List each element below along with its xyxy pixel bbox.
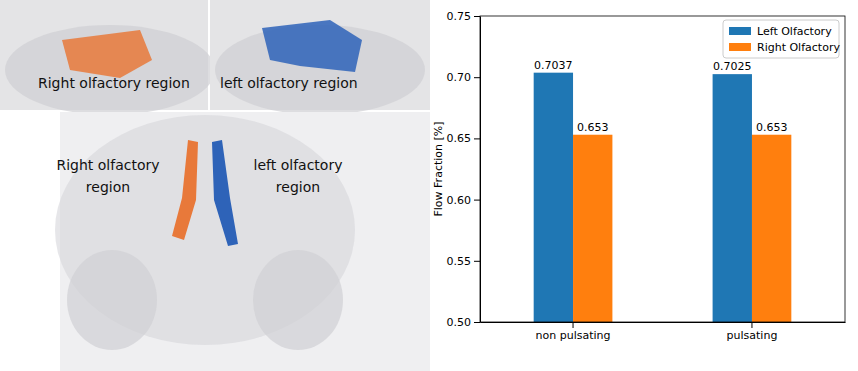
panel-label: region — [86, 179, 130, 195]
tick-label: 0.70 — [447, 71, 472, 84]
tick-mark — [474, 261, 480, 262]
tick-label: 0.65 — [447, 132, 472, 145]
tick-label: pulsating — [727, 329, 778, 342]
tick-mark — [474, 16, 480, 17]
legend-label: Left Olfactory — [757, 25, 832, 38]
axis-title: Flow Fraction [%] — [432, 121, 445, 216]
legend-swatch — [729, 43, 751, 51]
legend-swatch — [729, 27, 751, 35]
tick-mark — [474, 138, 480, 139]
data-label: 0.7025 — [713, 60, 752, 73]
anatomy-shape — [67, 250, 157, 350]
tick-mark — [474, 322, 480, 323]
chart: 0.70370.70250.6530.6530.500.550.600.650.… — [432, 10, 846, 342]
tick-label: 0.50 — [447, 316, 472, 329]
tick: 0.50 — [447, 316, 481, 329]
tick: 0.60 — [447, 194, 481, 207]
x-axis: non pulsating pulsating — [481, 322, 846, 342]
legend: Left Olfactory Right Olfactory — [723, 20, 840, 58]
data-label: 0.653 — [577, 121, 609, 134]
data-label: 0.7037 — [534, 59, 573, 72]
panel-label: Right olfactory region — [38, 75, 190, 91]
tick: 0.55 — [447, 255, 481, 268]
bars — [534, 73, 792, 322]
axis-line — [481, 322, 846, 323]
tick-mark — [751, 322, 752, 328]
panel-label: left olfactory — [254, 157, 343, 173]
anatomy-shape — [253, 250, 343, 350]
olfactory-region-left — [212, 140, 238, 246]
tick-mark — [474, 77, 480, 78]
panel-label: left olfactory region — [220, 75, 358, 91]
tick: pulsating — [727, 322, 778, 342]
data-label: 0.653 — [756, 121, 788, 134]
panel-label: region — [276, 179, 320, 195]
bar — [573, 135, 612, 322]
panel-label: Right olfactory — [56, 157, 159, 173]
olfactory-region-right — [172, 140, 198, 240]
tick-mark — [573, 322, 574, 328]
anatomy-shape — [5, 25, 215, 115]
legend-label: Right Olfactory — [757, 41, 840, 54]
illustration: Right olfactory region left olfactory reg… — [0, 0, 430, 371]
tick-label: 0.60 — [447, 194, 472, 207]
tick: 0.70 — [447, 71, 481, 84]
tick: non pulsating — [536, 322, 611, 342]
tick-label: 0.75 — [447, 10, 472, 23]
bar — [752, 135, 791, 322]
tick: 0.65 — [447, 132, 481, 145]
olfactory-region-right — [62, 30, 152, 78]
bar — [534, 73, 573, 322]
tick: 0.75 — [447, 10, 481, 23]
axis-line — [480, 17, 481, 323]
bar — [713, 74, 752, 322]
tick-label: non pulsating — [536, 329, 611, 342]
y-axis: 0.50 0.55 0.60 0.65 0.70 0.75 — [447, 10, 481, 329]
tick-label: 0.55 — [447, 255, 472, 268]
plot-frame — [480, 16, 845, 322]
olfactory-region-left — [262, 20, 362, 72]
figure: Right olfactory region left olfactory reg… — [0, 0, 858, 371]
tick-mark — [474, 200, 480, 201]
